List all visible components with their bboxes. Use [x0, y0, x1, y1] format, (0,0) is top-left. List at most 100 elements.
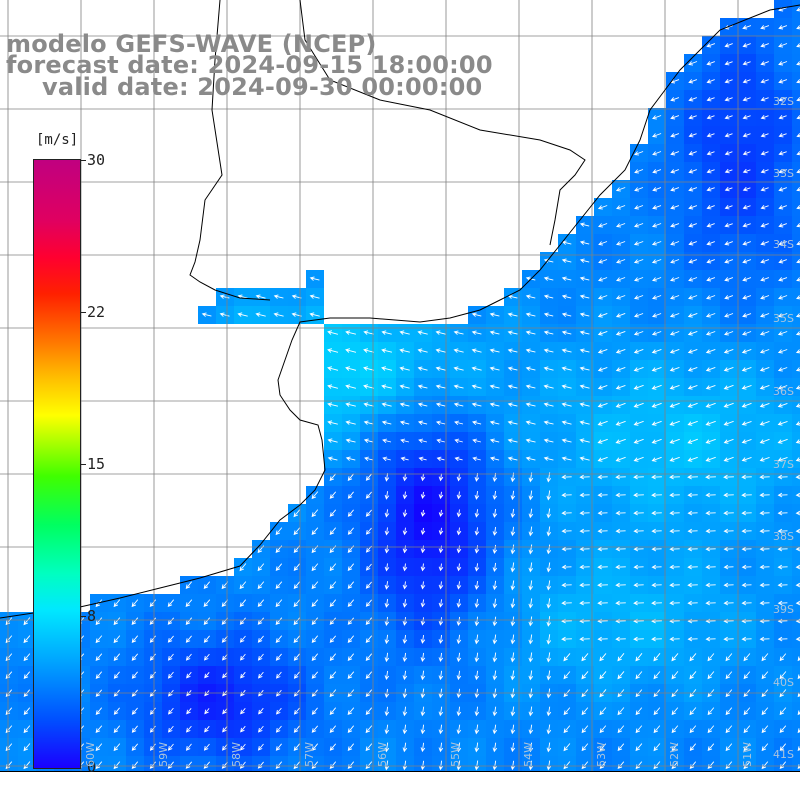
- wind-arrow: [400, 438, 410, 444]
- wind-cell: [198, 756, 216, 771]
- wind-arrow: [113, 707, 120, 715]
- wind-arrow: [474, 742, 480, 753]
- wind-arrow: [489, 330, 500, 335]
- wind-arrow: [420, 491, 426, 500]
- wind-arrow: [365, 743, 373, 752]
- wind-arrow: [761, 707, 769, 716]
- wind-arrow: [327, 402, 339, 407]
- wind-cell: [792, 342, 800, 360]
- wind-map[interactable]: [0, 0, 800, 771]
- wind-arrow: [688, 241, 697, 246]
- wind-arrow: [778, 205, 787, 210]
- wind-arrow: [23, 671, 31, 680]
- wind-cell: [792, 18, 800, 36]
- wind-arrow: [689, 707, 697, 716]
- wind-arrow: [329, 635, 337, 643]
- wind-arrow: [561, 294, 572, 300]
- wind-arrow: [634, 151, 644, 156]
- lat-label: 33S: [773, 167, 794, 180]
- wind-arrow: [543, 456, 554, 461]
- wind-arrow: [167, 707, 174, 715]
- wind-cell: [792, 666, 800, 684]
- wind-arrow: [456, 563, 462, 572]
- wind-arrow: [617, 743, 625, 752]
- wind-arrow: [471, 366, 482, 371]
- wind-arrow: [778, 79, 788, 84]
- wind-arrow: [652, 169, 662, 174]
- wind-arrow: [474, 706, 480, 717]
- wind-arrow: [615, 438, 626, 444]
- wind-arrow: [652, 205, 662, 210]
- wind-arrow: [347, 635, 355, 644]
- wind-cell: [792, 396, 800, 414]
- wind-arrow: [275, 581, 283, 590]
- wind-arrow: [581, 725, 589, 734]
- wind-arrow: [436, 438, 445, 444]
- wind-arrow: [420, 652, 426, 663]
- wind-arrow: [633, 438, 644, 444]
- wind-arrow: [492, 616, 498, 627]
- wind-arrow: [759, 564, 770, 570]
- wind-arrow: [724, 43, 733, 48]
- wind-arrow: [273, 294, 284, 299]
- wind-arrow: [417, 420, 428, 426]
- wind-arrow: [471, 384, 482, 389]
- wind-arrow: [797, 746, 800, 752]
- wind-arrow: [760, 241, 769, 246]
- wind-arrow: [579, 312, 590, 317]
- wind-arrow: [617, 725, 625, 734]
- wind-arrow: [381, 348, 393, 353]
- wind-arrow: [778, 150, 787, 156]
- wind-arrow: [724, 133, 733, 138]
- wind-arrow: [5, 653, 13, 662]
- wind-arrow: [546, 616, 552, 627]
- wind-arrow: [402, 473, 408, 482]
- wind-arrow: [777, 456, 788, 462]
- wind-arrow: [381, 384, 393, 389]
- wind-arrow: [652, 151, 662, 156]
- colorbar-tick-8: 8: [87, 607, 97, 625]
- wind-arrow: [384, 760, 390, 771]
- wind-arrow: [471, 312, 482, 317]
- wind-arrow: [311, 509, 319, 518]
- wind-cell: [108, 756, 126, 771]
- wind-arrow: [381, 330, 392, 335]
- wind-arrow: [795, 582, 800, 588]
- wind-arrow: [311, 563, 319, 572]
- wind-arrow: [671, 671, 679, 680]
- lon-label: 51W: [741, 742, 754, 767]
- wind-arrow: [561, 474, 572, 480]
- wind-arrow: [741, 438, 752, 444]
- wind-arrow: [546, 760, 552, 771]
- wind-arrow: [453, 330, 464, 335]
- wind-arrow: [761, 725, 769, 734]
- wind-arrow: [168, 725, 174, 733]
- wind-arrow: [671, 707, 679, 716]
- wind-arrow: [293, 527, 301, 536]
- wind-arrow: [705, 582, 716, 588]
- wind-arrow: [723, 528, 734, 534]
- lon-label: 57W: [303, 742, 316, 767]
- wind-arrow: [615, 295, 626, 300]
- wind-arrow: [149, 761, 156, 769]
- wind-arrow: [456, 509, 462, 518]
- wind-arrow: [528, 706, 534, 717]
- wind-arrow: [402, 742, 408, 753]
- wind-arrow: [293, 599, 301, 608]
- wind-arrow: [95, 743, 103, 752]
- wind-cell: [792, 594, 800, 612]
- wind-cell: [792, 270, 800, 288]
- wind-arrow: [347, 707, 355, 716]
- wind-arrow: [743, 725, 751, 734]
- wind-arrow: [561, 456, 572, 461]
- wind-arrow: [759, 420, 770, 426]
- wind-arrow: [528, 652, 534, 663]
- wind-arrow: [797, 674, 800, 680]
- wind-arrow: [492, 562, 498, 573]
- wind-arrow: [759, 384, 770, 390]
- wind-arrow: [347, 617, 355, 625]
- wind-arrow: [258, 707, 264, 715]
- wind-arrow: [563, 671, 571, 680]
- wind-arrow: [795, 367, 800, 372]
- wind-arrow: [597, 348, 608, 354]
